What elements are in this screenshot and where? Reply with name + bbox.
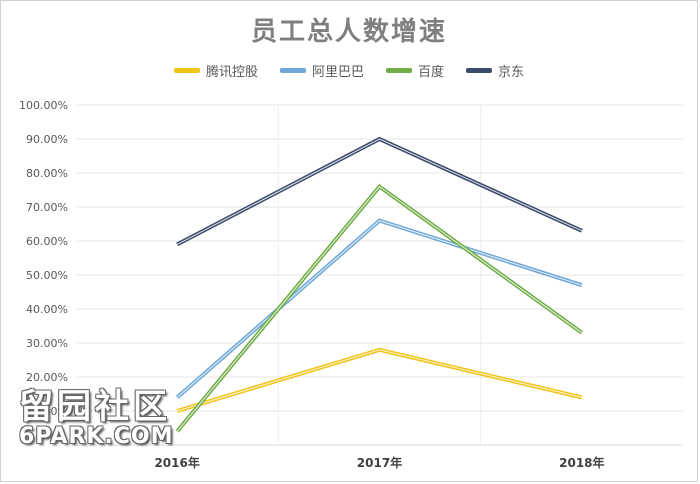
- watermark-text-cn: 留园社区: [19, 387, 171, 427]
- legend-swatch: [173, 68, 200, 73]
- chart-legend: 腾讯控股 阿里巴巴 百度 京东: [1, 61, 697, 80]
- y-tick-label: 10.00%: [26, 405, 68, 418]
- x-tick-label: 2017年: [357, 455, 402, 470]
- legend-swatch: [279, 68, 306, 73]
- legend-item-1: 阿里巴巴: [279, 61, 364, 80]
- chart-title: 员工总人数增速: [250, 17, 447, 47]
- x-tick-label: 2016年: [154, 455, 199, 470]
- legend-item-0: 腾讯控股: [173, 61, 258, 80]
- y-tick-label: 40.00%: [26, 303, 68, 316]
- y-tick-label: 20.00%: [26, 371, 68, 384]
- legend-swatch: [466, 68, 493, 73]
- legend-item-2: 百度: [386, 61, 444, 80]
- x-tick-label: 2018年: [559, 455, 604, 470]
- watermark-text-en: 6PARK.COM: [19, 424, 174, 449]
- watermark: 留园社区 6PARK.COM: [19, 389, 174, 449]
- legend-label: 京东: [498, 65, 525, 80]
- y-tick-label: 50.00%: [26, 269, 68, 282]
- y-tick-label: 30.00%: [26, 337, 68, 350]
- legend-label: 百度: [418, 65, 445, 80]
- y-tick-label: 100.00%: [19, 99, 68, 112]
- y-tick-label: 80.00%: [26, 167, 68, 180]
- legend-label: 腾讯控股: [205, 65, 258, 80]
- y-tick-label: 70.00%: [26, 201, 68, 214]
- series-line-3: [176, 136, 583, 247]
- y-tick-label: 60.00%: [26, 235, 68, 248]
- legend-label: 阿里巴巴: [311, 65, 364, 80]
- series-line-highlight-3: [176, 138, 583, 245]
- legend-swatch: [386, 68, 412, 73]
- legend-item-3: 京东: [466, 61, 524, 80]
- y-tick-label: 90.00%: [26, 133, 68, 146]
